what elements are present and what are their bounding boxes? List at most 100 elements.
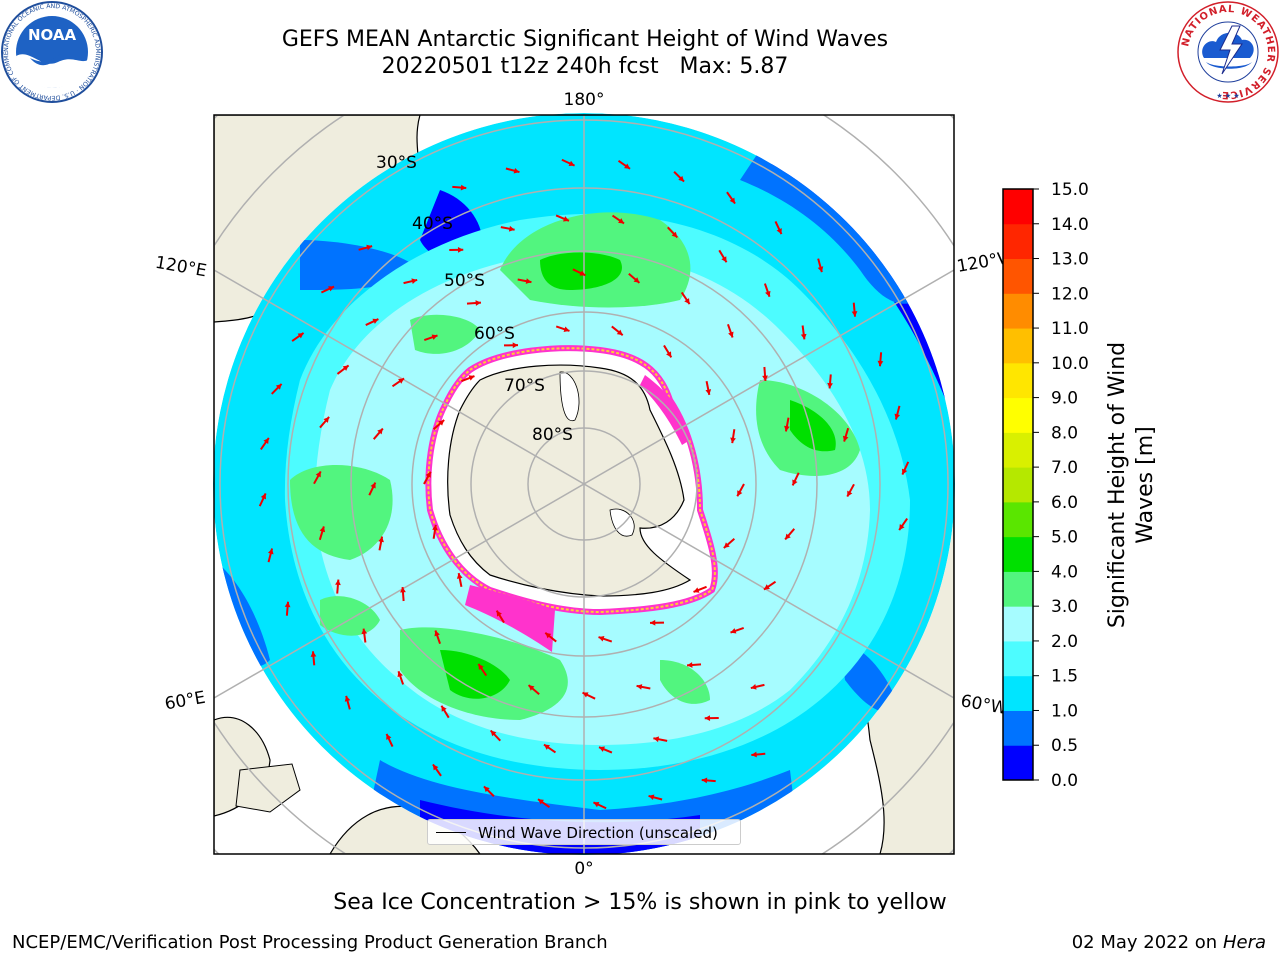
map-frame: [213, 114, 955, 855]
graticule: [214, 115, 954, 854]
wave-arrow-head: [721, 256, 727, 263]
wave-arrow-head: [851, 311, 858, 317]
colorbar-swatch: [1003, 571, 1033, 607]
colorbar-swatch: [1003, 293, 1033, 329]
wave-arrow-head: [361, 628, 368, 635]
colorbar-swatch: [1003, 501, 1033, 538]
wave-arrow-head: [438, 420, 445, 426]
wave-arrow-head: [636, 684, 643, 690]
wave-arrow-head: [342, 365, 349, 371]
wave-arrow-head: [648, 794, 655, 801]
wave-arrow-head: [568, 160, 575, 167]
wave-arrow-head: [386, 733, 392, 740]
wave-arrow-head: [730, 437, 736, 444]
lon-label-180: 180°: [564, 90, 605, 110]
colorbar-tick-label: 1.5: [1051, 667, 1078, 687]
colorbar-tick-label: 1.0: [1051, 701, 1078, 721]
wave-arrow-head: [525, 278, 532, 284]
wave-arrow-head: [377, 428, 383, 435]
wind-wave-arrows: [258, 158, 910, 810]
wave-arrow-head: [776, 228, 782, 235]
wave-arrow-head: [598, 636, 605, 642]
wave-arrow-head: [684, 298, 690, 305]
title-line-1: GEFS MEAN Antarctic Significant Height o…: [281, 27, 889, 52]
wave-arrow-head: [582, 692, 589, 698]
wave-arrow-head: [728, 331, 734, 338]
colorbar-swatch: [1003, 745, 1033, 781]
wave-arrow-head: [263, 437, 269, 444]
wave-arrow-head: [705, 389, 712, 395]
colorbar-tick-label: 14.0: [1051, 215, 1089, 235]
lat-label-80s: 80°S: [532, 425, 573, 445]
lon-label-0: 0°: [574, 859, 593, 879]
wave-arrow-head: [310, 651, 317, 657]
wave-arrow-head: [260, 493, 267, 500]
wave-arrow-head: [372, 318, 379, 324]
noaa-logo: NATIONAL OCEANIC AND ATMOSPHERIC ADMINIS…: [0, 0, 103, 103]
wave-arrow-head: [508, 225, 515, 232]
wave-arrow-head: [284, 601, 291, 608]
colorbar-ticks: 0.0 0.5 1.0 1.5 2.0 3.0 4.0 5.0 6.0 7.0 8.0 9.0 10.0…: [1033, 180, 1089, 791]
wave-arrow-head: [563, 216, 569, 222]
colorbar-tick-label: 15.0: [1051, 180, 1089, 200]
wave-arrow-head: [704, 715, 711, 722]
colorbar-swatch: [1003, 606, 1033, 642]
legend-line-sample: [436, 832, 466, 833]
wave-arrow-head: [370, 482, 376, 489]
wave-arrow-head: [687, 662, 693, 668]
wave-arrow-head: [432, 524, 438, 531]
colorbar-swatch: [1003, 467, 1033, 503]
wave-arrow-head: [618, 218, 625, 224]
wave-arrow-head: [593, 801, 600, 808]
wave-arrow-head: [633, 277, 640, 283]
wave-arrow-head: [431, 334, 438, 340]
wave-arrow-head: [513, 167, 520, 174]
lat-label-40s: 40°S: [412, 214, 453, 234]
wave-arrow-head: [398, 378, 405, 384]
wave-arrow-head: [563, 326, 570, 332]
footer-branch: NCEP/EMC/Verification Post Processing Pr…: [12, 932, 608, 953]
colorbar-swatch: [1003, 328, 1033, 364]
wave-arrow-head: [397, 671, 403, 678]
wave-arrow-head: [344, 695, 351, 702]
colorbar-swatch: [1003, 362, 1033, 399]
colorbar-tick-label: 0.0: [1051, 771, 1078, 791]
wave-arrow-head: [737, 490, 743, 497]
colorbar-tick-label: 12.0: [1051, 284, 1089, 304]
colorbar-swatch: [1003, 675, 1033, 711]
colorbar-tick-label: 11.0: [1051, 319, 1089, 339]
wave-arrow-head: [335, 579, 341, 586]
title-line-2: 20220501 t12z 240h fcst Max: 5.87: [381, 54, 789, 79]
colorbar-swatches: [1003, 189, 1033, 781]
wave-arrow-head: [653, 736, 660, 743]
colorbar-swatch: [1003, 397, 1033, 433]
wave-arrow-head: [792, 479, 798, 486]
colorbar-tick-label: 10.0: [1051, 354, 1089, 374]
wave-arrow-head: [616, 329, 623, 336]
wave-arrow-head: [483, 786, 490, 793]
green-patch-left: [290, 465, 393, 560]
wave-arrow-head: [432, 764, 439, 771]
wave-arrow-head: [456, 573, 463, 579]
wave-arrow-head: [319, 526, 326, 533]
colorbar-tick-label: 4.0: [1051, 562, 1078, 582]
wave-arrow-head: [400, 587, 406, 593]
wave-arrow-head: [411, 278, 418, 284]
wave-arrow-head: [842, 435, 849, 442]
wave-arrow-head: [847, 490, 853, 497]
noaa-text: NOAA: [28, 26, 77, 44]
wave-arrow-head: [490, 730, 497, 737]
wave-arrow-head: [328, 286, 335, 292]
colorbar-label-line-2: Waves [m]: [1133, 426, 1158, 543]
nws-logo: NATIONAL WEATHER SERVICE ★ ★ ★: [1177, 1, 1279, 103]
svg-text:★ ★ ★: ★ ★ ★: [1216, 92, 1239, 100]
wave-arrow-head: [543, 744, 550, 750]
legend-label: Wind Wave Direction (unscaled): [478, 824, 718, 842]
wave-arrow-head: [762, 375, 768, 381]
wave-arrow-head: [763, 584, 770, 590]
wave-arrow-head: [366, 244, 373, 251]
sea-ice-caption: Sea Ice Concentration > 15% is shown in …: [333, 890, 947, 915]
colorbar-tick-label: 7.0: [1051, 458, 1078, 478]
wave-arrow-head: [765, 290, 771, 297]
